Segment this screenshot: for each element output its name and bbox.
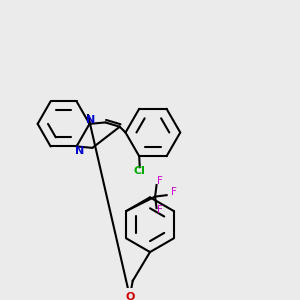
Text: N: N [86,115,96,124]
Text: F: F [171,187,177,197]
Text: Cl: Cl [134,166,146,176]
Text: F: F [157,176,162,186]
Text: O: O [125,292,134,300]
Text: F: F [157,205,162,214]
Text: N: N [75,146,84,156]
